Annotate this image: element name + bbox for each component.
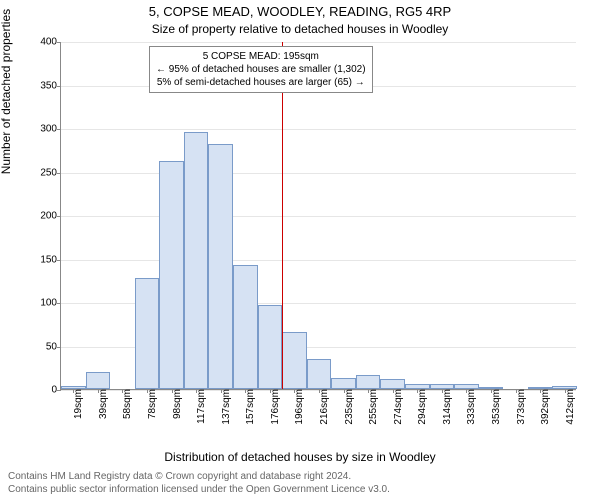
gridline	[61, 129, 576, 130]
histogram-bar	[159, 161, 184, 389]
annotation-line1: 5 COPSE MEAD: 195sqm	[156, 50, 366, 63]
attribution-line2: Contains public sector information licen…	[8, 483, 390, 496]
chart-title: 5, COPSE MEAD, WOODLEY, READING, RG5 4RP	[0, 4, 600, 19]
histogram-bar	[282, 332, 307, 389]
x-tick-label: 314sqm	[442, 389, 453, 425]
x-tick-label: 333sqm	[466, 389, 477, 425]
x-tick-label: 412sqm	[565, 389, 576, 425]
plot-area: 05010015020025030035040019sqm39sqm58sqm7…	[60, 42, 576, 390]
x-tick-label: 78sqm	[147, 389, 158, 419]
histogram-bar	[86, 372, 111, 389]
x-tick-label: 157sqm	[245, 389, 256, 425]
x-tick-label: 137sqm	[221, 389, 232, 425]
x-tick-label: 196sqm	[294, 389, 305, 425]
x-tick-label: 19sqm	[73, 389, 84, 419]
gridline	[61, 216, 576, 217]
attribution-line1: Contains HM Land Registry data © Crown c…	[8, 470, 390, 483]
y-axis-label: Number of detached properties	[0, 9, 13, 174]
histogram-bar	[307, 359, 332, 389]
x-tick-label: 274sqm	[393, 389, 404, 425]
annotation-line3: 5% of semi-detached houses are larger (6…	[156, 76, 366, 89]
y-tick-mark	[57, 42, 61, 43]
x-tick-label: 392sqm	[540, 389, 551, 425]
x-tick-label: 235sqm	[344, 389, 355, 425]
histogram-bar	[233, 265, 258, 389]
y-tick-mark	[57, 347, 61, 348]
chart-container: 5, COPSE MEAD, WOODLEY, READING, RG5 4RP…	[0, 0, 600, 500]
x-axis-label: Distribution of detached houses by size …	[0, 450, 600, 464]
y-tick-mark	[57, 86, 61, 87]
x-tick-label: 353sqm	[491, 389, 502, 425]
gridline	[61, 260, 576, 261]
x-tick-label: 98sqm	[172, 389, 183, 419]
y-tick-mark	[57, 129, 61, 130]
gridline	[61, 42, 576, 43]
y-tick-mark	[57, 260, 61, 261]
y-tick-mark	[57, 173, 61, 174]
x-tick-label: 373sqm	[516, 389, 527, 425]
annotation-line2: ← 95% of detached houses are smaller (1,…	[156, 63, 366, 76]
x-tick-label: 58sqm	[122, 389, 133, 419]
attribution: Contains HM Land Registry data © Crown c…	[8, 470, 390, 496]
histogram-bar	[208, 144, 233, 389]
x-tick-label: 39sqm	[98, 389, 109, 419]
x-tick-label: 255sqm	[368, 389, 379, 425]
histogram-bar	[356, 375, 381, 389]
histogram-bar	[184, 132, 209, 389]
x-tick-label: 216sqm	[319, 389, 330, 425]
x-tick-label: 176sqm	[270, 389, 281, 425]
x-tick-label: 294sqm	[417, 389, 428, 425]
reference-line	[282, 42, 283, 389]
histogram-bar	[380, 379, 405, 389]
histogram-bar	[135, 278, 160, 389]
histogram-bar	[331, 378, 356, 389]
annotation-box: 5 COPSE MEAD: 195sqm ← 95% of detached h…	[149, 46, 373, 93]
y-tick-mark	[57, 303, 61, 304]
y-tick-mark	[57, 216, 61, 217]
x-tick-label: 117sqm	[196, 389, 207, 424]
gridline	[61, 173, 576, 174]
chart-subtitle: Size of property relative to detached ho…	[0, 22, 600, 36]
histogram-bar	[258, 305, 283, 389]
y-tick-mark	[57, 390, 61, 391]
